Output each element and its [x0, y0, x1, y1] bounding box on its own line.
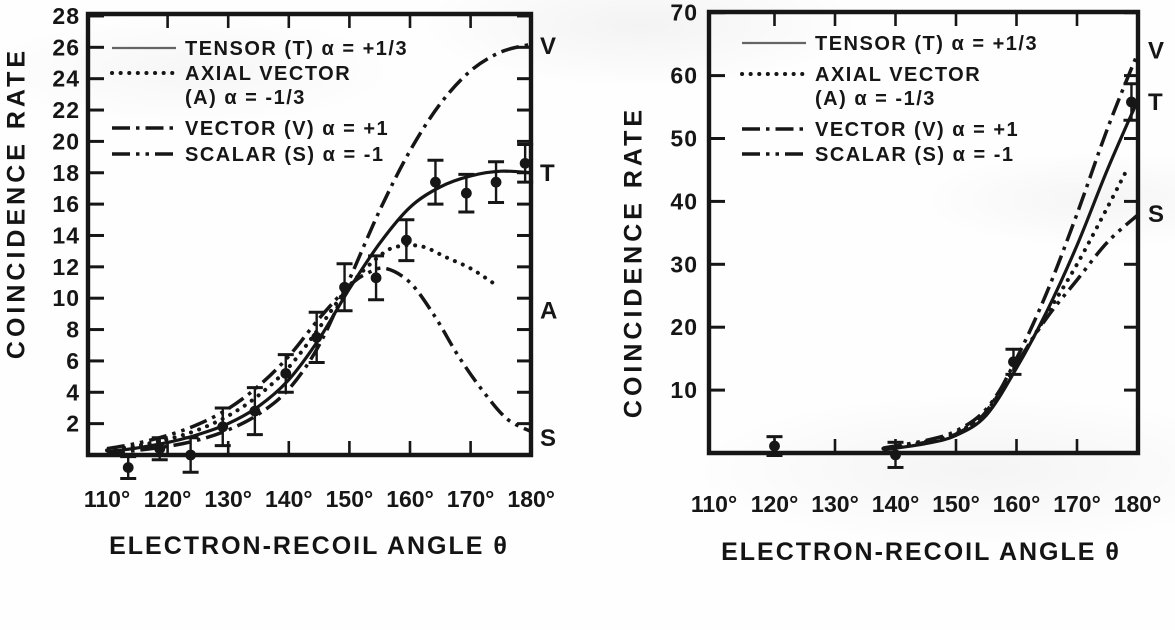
series-curve-scalar-s- — [106, 266, 533, 451]
svg-text:130°: 130° — [204, 486, 252, 512]
svg-text:28: 28 — [52, 3, 80, 29]
svg-text:160°: 160° — [386, 486, 434, 512]
x-tick-labels: 110° 120° 130° 140° 150° 160° 170° 180° — [691, 491, 1161, 517]
svg-text:4: 4 — [66, 379, 80, 405]
svg-text:22: 22 — [52, 97, 80, 123]
svg-text:170°: 170° — [1053, 491, 1101, 517]
svg-text:160°: 160° — [993, 491, 1041, 517]
svg-text:180°: 180° — [1114, 491, 1162, 517]
svg-text:26: 26 — [52, 34, 80, 60]
curve-end-labels: T A V S — [540, 33, 557, 452]
svg-text:V: V — [1148, 37, 1164, 64]
svg-text:170°: 170° — [447, 486, 495, 512]
y-axis-ticks — [709, 11, 1138, 392]
svg-text:140°: 140° — [872, 491, 920, 517]
svg-text:VECTOR (V) α = +1: VECTOR (V) α = +1 — [815, 119, 1019, 141]
plot-frame — [706, 9, 1141, 456]
svg-text:150°: 150° — [326, 486, 374, 512]
x-axis-ticks — [773, 12, 1079, 453]
svg-text:(A) α = -1/3: (A) α = -1/3 — [815, 88, 936, 110]
svg-text:10: 10 — [670, 377, 698, 403]
svg-text:SCALAR (S) α = -1: SCALAR (S) α = -1 — [815, 144, 1014, 166]
svg-text:70: 70 — [670, 0, 698, 26]
svg-text:A: A — [540, 298, 557, 325]
svg-text:TENSOR (T) α = +1/3: TENSOR (T) α = +1/3 — [815, 33, 1038, 55]
svg-text:20: 20 — [52, 128, 80, 154]
svg-text:18: 18 — [52, 160, 80, 186]
svg-text:T: T — [540, 160, 555, 187]
plot-frame — [85, 11, 534, 458]
right-y-axis-title: COINCIDENCE RATE — [619, 105, 648, 419]
series-curve-vector-v- — [106, 42, 532, 456]
series-curve-axial-vector-a- — [105, 243, 497, 453]
svg-text:110°: 110° — [84, 486, 130, 512]
svg-text:6: 6 — [66, 348, 80, 374]
svg-text:12: 12 — [52, 254, 80, 280]
left-x-axis-title: ELECTRON-RECOIL ANGLE θ — [109, 532, 509, 560]
svg-text:TENSOR (T) α = +1/3: TENSOR (T) α = +1/3 — [185, 38, 408, 60]
svg-text:8: 8 — [66, 317, 80, 343]
series-curve-vector-v- — [883, 52, 1140, 451]
svg-text:AXIAL VECTOR: AXIAL VECTOR — [185, 63, 351, 85]
svg-text:VECTOR (V) α = +1: VECTOR (V) α = +1 — [185, 118, 389, 140]
left-y-axis-title: COINCIDENCE RATE — [2, 46, 31, 360]
data-points — [766, 82, 1140, 469]
svg-text:2: 2 — [66, 411, 80, 437]
series-curve-tensor-t- — [883, 100, 1139, 452]
svg-text:140°: 140° — [265, 486, 313, 512]
svg-text:S: S — [1148, 201, 1164, 228]
svg-text:SCALAR (S) α = -1: SCALAR (S) α = -1 — [185, 144, 384, 166]
svg-text:30: 30 — [670, 251, 698, 277]
svg-text:V: V — [540, 33, 556, 60]
chart-right: 110° 120° 130° 140° 150° 160° 170° 180° 10 20 30 40… — [670, 0, 1164, 517]
svg-text:60: 60 — [670, 63, 698, 89]
svg-text:50: 50 — [670, 126, 698, 152]
svg-text:14: 14 — [52, 222, 80, 248]
svg-text:(A) α = -1/3: (A) α = -1/3 — [185, 87, 306, 109]
svg-text:40: 40 — [670, 188, 698, 214]
chart-left: 110° 120° 130° 140° 150° 160° 170° 180°24681012… — [52, 3, 557, 512]
svg-text:20: 20 — [670, 314, 698, 340]
y-tick-labels: 10 20 30 40 50 60 70 — [670, 0, 698, 403]
svg-text:180°: 180° — [507, 486, 555, 512]
svg-text:16: 16 — [52, 191, 80, 217]
x-axis-ticks — [166, 14, 472, 455]
svg-text:130°: 130° — [811, 491, 859, 517]
curve-end-labels: TV S — [1148, 37, 1164, 228]
svg-text:120°: 120° — [751, 491, 799, 517]
svg-text:24: 24 — [52, 66, 80, 92]
svg-text:T: T — [1148, 89, 1163, 116]
legend: TENSOR (T) α = +1/3 AXIAL VECTOR(A) α = -… — [740, 33, 1038, 166]
x-tick-labels: 110° 120° 130° 140° 150° 160° 170° 180° — [84, 486, 555, 512]
data-points — [120, 143, 534, 481]
svg-text:120°: 120° — [144, 486, 192, 512]
svg-text:S: S — [540, 425, 556, 452]
series-curve-scalar-s- — [883, 213, 1139, 450]
svg-text:AXIAL VECTOR: AXIAL VECTOR — [815, 64, 981, 86]
svg-text:150°: 150° — [932, 491, 980, 517]
right-x-axis-title: ELECTRON-RECOIL ANGLE θ — [721, 538, 1121, 566]
svg-text:110°: 110° — [691, 491, 737, 517]
legend: TENSOR (T) α = +1/3 AXIAL VECTOR(A) α = -… — [110, 38, 408, 166]
svg-text:10: 10 — [52, 285, 80, 311]
